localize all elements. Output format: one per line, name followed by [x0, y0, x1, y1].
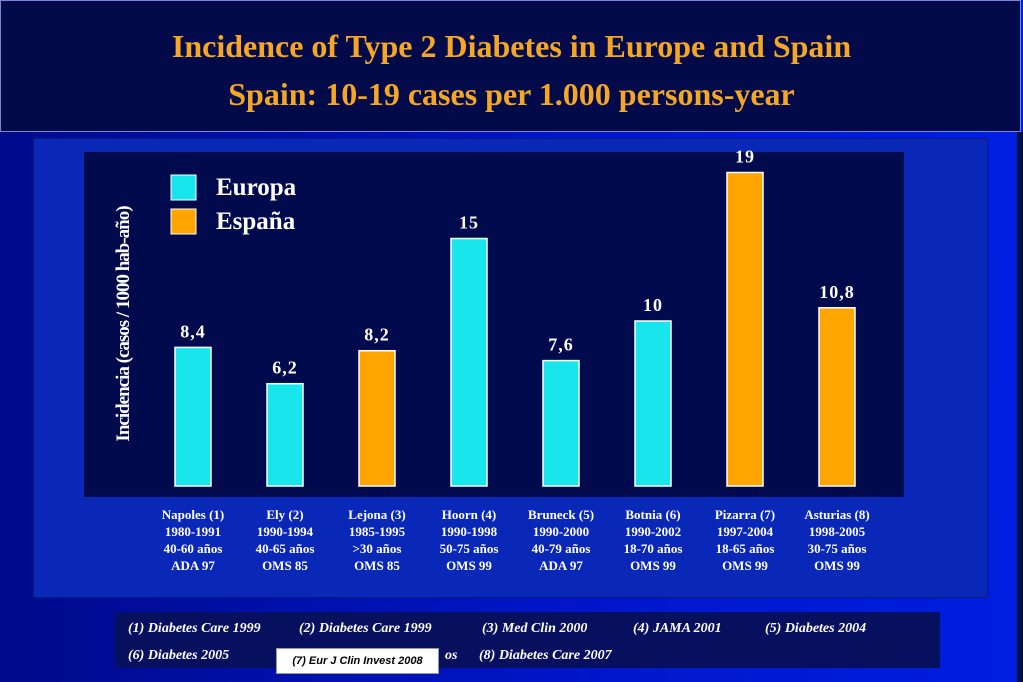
right-edge-strip	[1017, 132, 1023, 682]
bar-chart: Incidencia (casos / 1000 hab-año) Europa E…	[84, 147, 904, 573]
reference-7-overlay: (7) Eur J Clin Invest 2008	[276, 648, 439, 674]
category-label-1-line-1: Napoles (1)	[162, 507, 224, 522]
category-label-5-line-3: 40-79 años	[532, 541, 591, 556]
bar-1	[174, 346, 212, 487]
category-label-3-line-4: OMS 85	[354, 558, 400, 573]
legend-swatch-2	[170, 208, 197, 235]
reference-8: (8) Diabetes Care 2007	[479, 648, 612, 663]
category-label-4-line-1: Hoorn (4)	[442, 507, 497, 522]
category-label-2-line-4: OMS 85	[262, 558, 308, 573]
category-label-3-line-3: >30 años	[353, 541, 402, 556]
reference-2: (2) Diabetes Care 1999	[299, 621, 432, 636]
reference-7-tail: os	[445, 648, 458, 663]
bar-value-label-5: 7,6	[548, 335, 574, 355]
y-axis-label: Incidencia (casos / 1000 hab-año)	[113, 206, 134, 442]
reference-1: (1) Diabetes Care 1999	[128, 621, 261, 636]
references-box: (1) Diabetes Care 1999 (2) Diabetes Care…	[115, 612, 940, 668]
bar-value-label-7: 19	[735, 147, 755, 167]
category-label-6-line-4: OMS 99	[630, 558, 676, 573]
chart-panel: Incidencia (casos / 1000 hab-año) Europa E…	[33, 138, 988, 598]
bar-7	[726, 171, 764, 487]
bar-value-label-3: 8,2	[364, 325, 390, 345]
bar-value-label-8: 10,8	[819, 282, 855, 302]
plot-area	[84, 152, 904, 497]
reference-3: (3) Med Clin 2000	[482, 621, 588, 636]
category-label-7-line-3: 18-65 años	[716, 541, 775, 556]
category-label-4-line-2: 1990-1998	[441, 524, 498, 539]
category-label-5-line-1: Bruneck (5)	[528, 507, 594, 522]
category-label-1-line-4: ADA 97	[171, 558, 215, 573]
legend-label-2: España	[216, 208, 296, 235]
bar-4	[450, 237, 488, 487]
bar-3	[358, 349, 396, 487]
category-label-2-line-3: 40-65 años	[256, 541, 315, 556]
category-label-6-line-1: Botnia (6)	[625, 507, 680, 522]
page-subtitle: Spain: 10-19 cases per 1.000 persons-yea…	[228, 76, 795, 112]
category-label-4-line-3: 50-75 años	[440, 541, 499, 556]
header-banner: Incidence of Type 2 Diabetes in Europe a…	[0, 0, 1021, 132]
category-label-2-line-1: Ely (2)	[266, 507, 303, 522]
category-label-8-line-4: OMS 99	[814, 558, 860, 573]
page-title: Incidence of Type 2 Diabetes in Europe a…	[171, 28, 852, 64]
category-label-5-line-2: 1990-2000	[533, 524, 589, 539]
category-label-2-line-2: 1990-1994	[257, 524, 314, 539]
category-label-1-line-2: 1980-1991	[165, 524, 221, 539]
category-label-8-line-2: 1998-2005	[809, 524, 866, 539]
legend-label-1: Europa	[216, 174, 297, 201]
category-label-5-line-4: ADA 97	[539, 558, 583, 573]
category-label-7-line-4: OMS 99	[722, 558, 768, 573]
reference-5: (5) Diabetes 2004	[765, 621, 867, 636]
bar-8	[818, 307, 856, 487]
category-label-6-line-3: 18-70 años	[624, 541, 683, 556]
bar-value-label-2: 6,2	[272, 358, 298, 378]
category-label-8-line-3: 30-75 años	[808, 541, 867, 556]
category-label-6-line-2: 1990-2002	[625, 524, 681, 539]
category-label-8-line-1: Asturias (8)	[804, 507, 869, 522]
legend-swatch-1	[170, 174, 197, 201]
category-label-3-line-1: Lejona (3)	[348, 507, 405, 522]
category-label-4-line-4: OMS 99	[446, 558, 492, 573]
bar-value-label-1: 8,4	[180, 321, 206, 341]
category-label-7-line-1: Pizarra (7)	[715, 507, 775, 522]
reference-4: (4) JAMA 2001	[633, 621, 722, 636]
category-label-7-line-2: 1997-2004	[717, 524, 774, 539]
bar-value-label-6: 10	[643, 295, 663, 315]
bar-6	[634, 320, 672, 487]
bar-2	[266, 382, 304, 487]
reference-6: (6) Diabetes 2005	[128, 648, 230, 663]
category-label-3-line-2: 1985-1995	[349, 524, 406, 539]
bar-5	[542, 359, 580, 487]
category-label-1-line-3: 40-60 años	[164, 541, 223, 556]
bar-value-label-4: 15	[459, 213, 479, 233]
